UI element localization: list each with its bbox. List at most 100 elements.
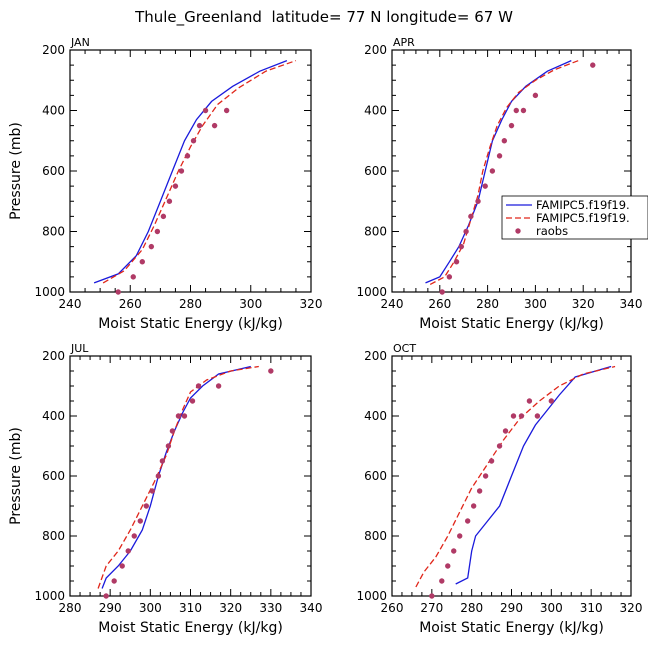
raobs-point	[196, 122, 203, 129]
legend-label: FAMIPC5.f19f19.	[536, 198, 630, 212]
y-tick-label: 400	[364, 409, 387, 423]
model-series-dashed-line	[97, 365, 259, 589]
raobs-point	[496, 443, 503, 449]
y-tick-label: 600	[364, 469, 387, 483]
raobs-point	[172, 183, 179, 189]
y-tick-label: 400	[42, 409, 65, 423]
x-tick-label: 260	[381, 601, 404, 615]
x-tick-label: 340	[620, 297, 643, 311]
raobs-point	[148, 243, 155, 250]
x-tick-label: 320	[219, 601, 242, 615]
plot-frame	[69, 49, 312, 293]
y-tick-label: 1000	[34, 285, 65, 299]
model-series-solid-line	[425, 60, 572, 284]
legend-marker-dot	[515, 228, 521, 234]
x-tick-label: 290	[500, 601, 523, 615]
y-tick-label: 600	[42, 469, 65, 483]
raobs-point	[184, 153, 191, 159]
model-series-solid-line	[455, 365, 612, 585]
model-series-dashed-line	[415, 365, 616, 588]
raobs-point	[458, 243, 465, 250]
y-tick-label: 200	[364, 349, 387, 363]
x-tick-label: 280	[460, 601, 483, 615]
x-tick-label: 310	[580, 601, 603, 615]
raobs-point	[520, 107, 527, 114]
raobs-point	[139, 259, 145, 265]
raobs-point	[159, 458, 166, 464]
raobs-point	[131, 533, 137, 539]
x-tick-label: 320	[572, 297, 595, 311]
raobs-point	[513, 107, 519, 114]
raobs-point	[149, 488, 156, 494]
raobs-point	[178, 168, 185, 174]
raobs-point	[155, 473, 162, 479]
plot-frame	[391, 49, 632, 293]
raobs-point	[496, 153, 503, 159]
raobs-point	[439, 578, 445, 584]
x-axis-label: Moist Static Energy (kJ/kg)	[419, 620, 604, 636]
raobs-point	[202, 107, 209, 114]
legend: FAMIPC5.f19f19.FAMIPC5.f19f19.raobs	[501, 195, 648, 240]
x-tick-label: 240	[59, 297, 82, 311]
x-tick-label: 320	[620, 601, 643, 615]
y-tick-label: 800	[364, 225, 387, 239]
raobs-point	[181, 413, 188, 419]
panel-title: APR	[393, 36, 415, 49]
raobs-point	[154, 228, 161, 235]
raobs-point	[115, 289, 121, 295]
raobs-point	[470, 503, 477, 509]
y-tick-label: 400	[42, 104, 65, 118]
y-tick-label: 200	[364, 43, 387, 57]
x-tick-label: 300	[540, 601, 563, 615]
y-tick-label: 1000	[34, 589, 65, 603]
raobs-point	[453, 259, 460, 265]
panel-apr: APR 240 260 280 300 320 340 200 400 600 800 1000 Moi…	[356, 36, 642, 332]
panel-title: JUL	[70, 342, 89, 355]
raobs-point	[215, 383, 222, 389]
y-tick-label: 200	[42, 349, 65, 363]
raobs-point	[534, 413, 541, 419]
raobs-point	[165, 443, 172, 449]
raobs-point	[489, 168, 496, 174]
x-axis-label: Moist Static Energy (kJ/kg)	[98, 620, 283, 636]
x-tick-label: 280	[59, 601, 82, 615]
raobs-point	[457, 533, 463, 539]
x-tick-label: 260	[428, 297, 451, 311]
x-tick-label: 240	[381, 297, 404, 311]
y-tick-label: 400	[364, 104, 387, 118]
raobs-point	[476, 488, 483, 494]
raobs-point	[482, 473, 489, 479]
raobs-point	[175, 413, 182, 419]
raobs-point	[103, 593, 109, 599]
raobs-point	[119, 563, 125, 569]
raobs-point	[137, 518, 143, 524]
raobs-point	[211, 122, 218, 129]
raobs-point	[501, 138, 508, 144]
x-tick-label: 330	[259, 601, 282, 615]
raobs-point	[518, 413, 525, 419]
y-tick-label: 800	[42, 225, 65, 239]
raobs-point	[190, 138, 197, 144]
raobs-point	[488, 458, 495, 464]
panel-oct: OCT 260 270 280 290 300 310 320 200 400 600 800 1000…	[356, 342, 642, 636]
raobs-point	[125, 548, 131, 554]
y-tick-label: 800	[42, 529, 65, 543]
y-tick-label: 1000	[356, 589, 387, 603]
raobs-point	[475, 198, 481, 204]
raobs-point	[590, 62, 596, 68]
raobs-point	[445, 563, 451, 569]
legend-label: raobs	[536, 224, 568, 238]
raobs-point	[502, 428, 509, 434]
raobs-point	[482, 183, 488, 189]
x-tick-label: 300	[139, 601, 162, 615]
y-tick-label: 800	[364, 529, 387, 543]
raobs-point	[508, 122, 515, 129]
x-tick-label: 300	[524, 297, 547, 311]
raobs-point	[130, 274, 136, 280]
raobs-point	[548, 398, 555, 404]
raobs-point	[160, 213, 167, 220]
raobs-point	[169, 428, 176, 434]
model-series-solid-line	[93, 59, 288, 284]
raobs-point	[195, 383, 202, 389]
